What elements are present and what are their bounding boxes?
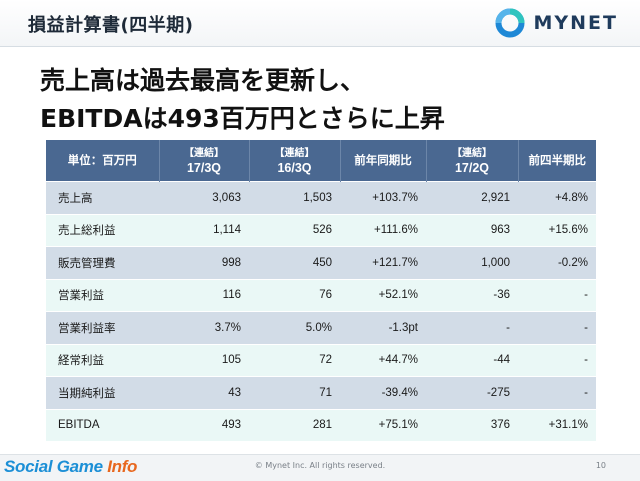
mynet-logo: MYNET xyxy=(494,7,618,39)
header-current-tag: 【連結】 xyxy=(184,147,224,159)
cell-prior-year: 281 xyxy=(249,408,340,441)
cell-prior-quarter: -275 xyxy=(426,376,518,409)
cell-yoy: +111.6% xyxy=(340,213,426,247)
cell-qoq: - xyxy=(518,311,596,344)
cell-qoq: - xyxy=(518,278,596,312)
header-prior-quarter-period: 17/2Q xyxy=(454,160,490,175)
cell-prior-quarter: 1,000 xyxy=(426,246,518,279)
cell-yoy: +75.1% xyxy=(340,408,426,441)
cell-prior-year: 71 xyxy=(249,376,340,409)
header-prior-year-period: 16/3Q xyxy=(277,160,312,175)
cell-qoq: - xyxy=(518,376,596,409)
table-row: 売上高 3,063 1,503 +103.7% 2,921 +4.8% xyxy=(46,181,596,214)
copyright: © Mynet Inc. All rights reserved. xyxy=(254,461,386,470)
table-header-row: 単位：百万円 【連結】 17/3Q 【連結】 16/3Q 前年同期比 【連結】 … xyxy=(46,140,596,182)
cell-prior-quarter: 2,921 xyxy=(426,181,518,214)
header-prior-quarter-tag: 【連結】 xyxy=(452,147,492,159)
header-prior-year-tag: 【連結】 xyxy=(274,147,315,159)
income-statement-table: 単位：百万円 【連結】 17/3Q 【連結】 16/3Q 前年同期比 【連結】 … xyxy=(46,140,596,441)
cell-current: 3,063 xyxy=(159,181,249,214)
cell-prior-year: 76 xyxy=(249,278,340,312)
cell-qoq: - xyxy=(518,343,596,377)
headline-line-1: 売上高は過去最高を更新し、 xyxy=(40,66,366,95)
row-label: 営業利益 xyxy=(46,278,159,312)
table-row: 販売管理費 998 450 +121.7% 1,000 -0.2% xyxy=(46,246,596,279)
cell-current: 116 xyxy=(159,278,249,312)
row-label: 営業利益率 xyxy=(46,311,159,344)
slide-footer: Social Game Info © Mynet Inc. All rights… xyxy=(0,454,640,481)
row-label: EBITDA xyxy=(46,408,159,441)
cell-prior-year: 526 xyxy=(249,213,340,247)
headline: 売上高は過去最高を更新し、 EBITDAは493百万円とさらに上昇 xyxy=(40,62,620,138)
cell-prior-quarter: 963 xyxy=(426,213,518,247)
row-label: 経常利益 xyxy=(46,343,159,377)
header-prior-quarter: 【連結】 17/2Q xyxy=(426,140,519,182)
row-label: 当期純利益 xyxy=(46,376,159,409)
cell-prior-year: 5.0% xyxy=(249,311,340,344)
cell-yoy: -39.4% xyxy=(340,376,426,409)
page-title: 損益計算書(四半期) xyxy=(28,15,194,36)
cell-yoy: +52.1% xyxy=(340,278,426,312)
table-row: 営業利益 116 76 +52.1% -36 - xyxy=(46,278,596,312)
row-label: 売上総利益 xyxy=(46,213,159,247)
table-row: EBITDA 493 281 +75.1% 376 +31.1% xyxy=(46,408,596,441)
cell-yoy: +44.7% xyxy=(340,343,426,377)
table-row: 経常利益 105 72 +44.7% -44 - xyxy=(46,343,596,377)
cell-current: 1,114 xyxy=(159,213,249,247)
cell-qoq: +4.8% xyxy=(518,181,596,214)
headline-line-2: EBITDAは493百万円とさらに上昇 xyxy=(40,104,445,133)
social-game-info-watermark: Social Game Info xyxy=(4,457,137,477)
cell-current: 43 xyxy=(159,376,249,409)
cell-prior-quarter: - xyxy=(426,311,518,344)
header-qoq: 前四半期比 xyxy=(518,140,596,182)
cell-prior-quarter: 376 xyxy=(426,408,518,441)
cell-prior-quarter: -36 xyxy=(426,278,518,312)
cell-yoy: +103.7% xyxy=(340,181,426,214)
cell-prior-year: 1,503 xyxy=(249,181,340,214)
cell-yoy: +121.7% xyxy=(340,246,426,279)
header-current-quarter: 【連結】 17/3Q xyxy=(159,140,250,182)
row-label: 売上高 xyxy=(46,181,159,214)
table-row: 営業利益率 3.7% 5.0% -1.3pt - - xyxy=(46,311,596,344)
table-row: 売上総利益 1,114 526 +111.6% 963 +15.6% xyxy=(46,213,596,247)
cell-qoq: -0.2% xyxy=(518,246,596,279)
mynet-ring-icon xyxy=(495,8,525,38)
logo-text: MYNET xyxy=(533,12,618,34)
table-row: 当期純利益 43 71 -39.4% -275 - xyxy=(46,376,596,409)
watermark-text-accent: Info xyxy=(107,457,138,476)
header-prior-year: 【連結】 16/3Q xyxy=(249,140,341,182)
watermark-text: Social Game xyxy=(4,457,108,476)
header-yoy: 前年同期比 xyxy=(340,140,427,182)
cell-current: 105 xyxy=(159,343,249,377)
cell-prior-year: 72 xyxy=(249,343,340,377)
cell-yoy: -1.3pt xyxy=(340,311,426,344)
cell-qoq: +15.6% xyxy=(518,213,596,247)
slide-header: 損益計算書(四半期) MYNET xyxy=(0,0,640,47)
page-number: 10 xyxy=(595,461,606,470)
header-unit: 単位：百万円 xyxy=(46,140,160,182)
cell-current: 493 xyxy=(159,408,249,441)
cell-prior-quarter: -44 xyxy=(426,343,518,377)
cell-current: 998 xyxy=(159,246,249,279)
row-label: 販売管理費 xyxy=(46,246,159,279)
cell-current: 3.7% xyxy=(159,311,249,344)
cell-prior-year: 450 xyxy=(249,246,340,279)
cell-qoq: +31.1% xyxy=(518,408,596,441)
header-current-period: 17/3Q xyxy=(186,160,222,175)
